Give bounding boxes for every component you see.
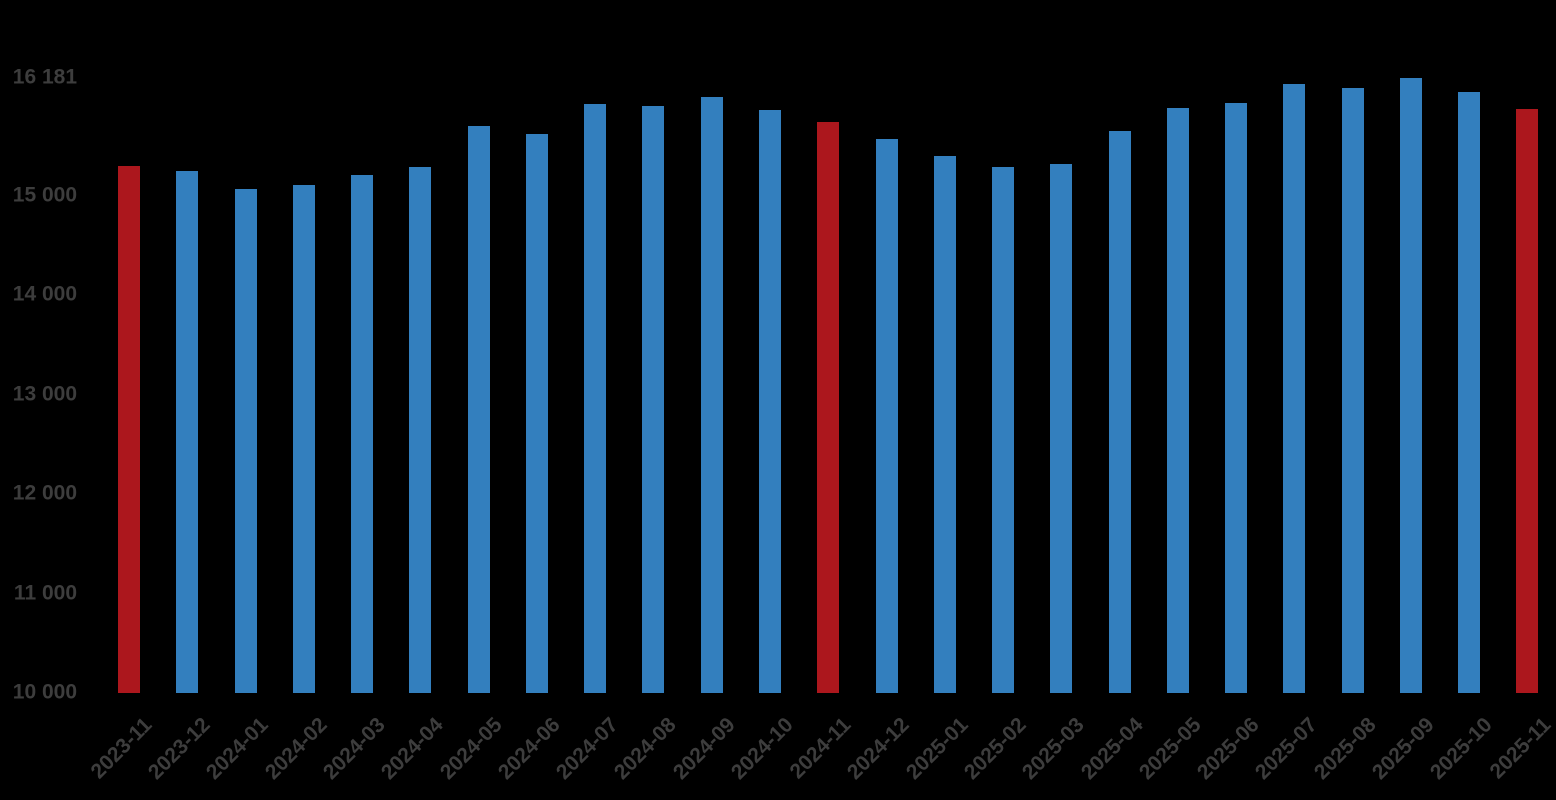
x-tick-label-2024-01: 2024-01: [202, 713, 274, 785]
bar-2024-06: [525, 133, 548, 693]
bar-2025-09: [1399, 78, 1422, 693]
y-tick-label-10000: 10 000: [12, 680, 77, 704]
bar-2024-02: [292, 184, 315, 693]
y-tick-label-11000: 11 000: [13, 581, 77, 604]
bar-2024-08: [642, 105, 665, 693]
x-tick-label-2024-05: 2024-05: [435, 713, 507, 785]
x-tick-label-2025-07: 2025-07: [1251, 713, 1322, 785]
bar-2024-11: [817, 121, 840, 693]
x-tick-label-2025-06: 2025-06: [1192, 713, 1264, 785]
x-tick-label-2024-06: 2024-06: [493, 713, 565, 785]
x-tick-label-2024-08: 2024-08: [610, 713, 681, 785]
x-tick-label-2024-03: 2024-03: [318, 713, 390, 785]
x-tick-label-2023-11: 2023-11: [86, 713, 157, 784]
x-tick-label-2025-02: 2025-02: [959, 713, 1031, 785]
bar-2025-02: [992, 166, 1015, 693]
bar-2025-08: [1341, 88, 1364, 693]
x-tick-label-2025-01: 2025-01: [901, 713, 973, 785]
x-tick-label-2024-11: 2024-11: [785, 713, 856, 784]
x-tick-label-2024-12: 2024-12: [843, 713, 915, 785]
y-tick-label-13000: 13 000: [12, 382, 77, 405]
x-tick-label-2024-10: 2024-10: [726, 713, 798, 785]
y-tick-label-12000: 12 000: [12, 481, 77, 505]
x-tick-label-2025-03: 2025-03: [1018, 713, 1089, 785]
bar-2025-06: [1225, 102, 1248, 693]
x-tick-label-2025-08: 2025-08: [1309, 713, 1381, 785]
bar-2024-03: [351, 174, 374, 693]
bar-2025-03: [1050, 163, 1073, 693]
bar-2025-11: [1516, 108, 1539, 693]
bar-2025-05: [1166, 107, 1189, 693]
bar-2024-04: [409, 166, 432, 693]
y-tick-label-15000: 15 000: [12, 183, 77, 206]
x-tick-label-2024-02: 2024-02: [260, 713, 332, 785]
x-tick-label-2025-04: 2025-04: [1076, 713, 1148, 785]
bar-2024-07: [584, 103, 607, 693]
y-tick-label-14000: 14 000: [12, 282, 77, 306]
x-tick-label-2024-07: 2024-07: [551, 713, 623, 785]
bar-2025-10: [1458, 92, 1481, 693]
bar-2024-10: [758, 109, 781, 693]
x-tick-label-2025-10: 2025-10: [1426, 713, 1497, 785]
bar-2025-04: [1108, 130, 1131, 693]
x-tick-label-2025-05: 2025-05: [1134, 713, 1206, 785]
bar-2024-05: [467, 125, 490, 693]
bar-2024-01: [234, 188, 257, 693]
bar-2025-01: [933, 155, 956, 693]
bar-2023-12: [176, 170, 199, 693]
bar-2024-09: [700, 97, 723, 693]
bar-2023-11: [118, 165, 140, 693]
x-tick-label-2024-09: 2024-09: [668, 713, 740, 785]
x-tick-label-2024-04: 2024-04: [377, 713, 448, 785]
bar-2024-12: [875, 138, 898, 693]
x-tick-label-2025-11: 2025-11: [1485, 713, 1556, 784]
x-tick-label-2025-09: 2025-09: [1367, 713, 1439, 785]
bar-2025-07: [1283, 84, 1306, 693]
y-tick-label-16181: 16 181: [12, 65, 77, 89]
x-tick-label-2023-12: 2023-12: [144, 713, 215, 785]
